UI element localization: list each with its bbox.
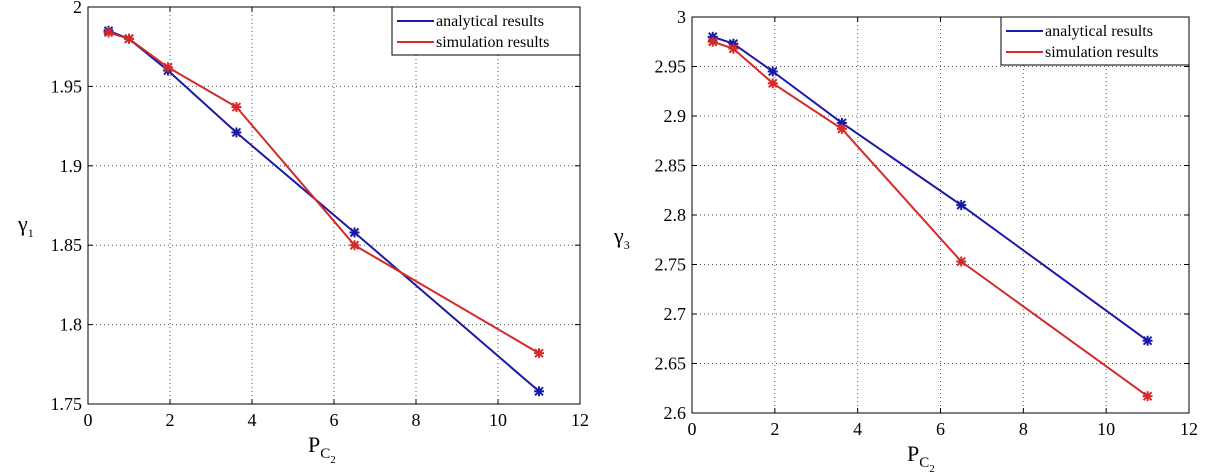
y-axis-label-symbol: γ [17,211,28,236]
y-tick-label: 2.7 [664,304,687,324]
data-point [349,227,360,238]
data-point [707,36,718,47]
x-axis-label-subscript: C [919,455,929,471]
data-point [728,43,739,54]
y-axis-label: γ1 [17,211,34,240]
y-tick-label: 3 [677,7,686,27]
x-tick-label: 2 [770,419,779,439]
y-tick-label: 2.75 [655,255,687,275]
series-line-2 [712,40,1149,398]
x-tick-label: 0 [688,419,697,439]
legend-label: simulation results [1045,44,1158,61]
y-tick-label: 2 [73,0,82,17]
legend-box [391,6,581,56]
data-point [1142,391,1153,402]
legend-label: simulation results [436,34,549,51]
data-point [349,240,360,251]
data-point [231,127,242,138]
chart-1: 0 2 4 6 8 10 121.751.81.851.91.952γ1PC2analyti… [17,0,589,466]
data-point [534,348,544,359]
x-tick-label: 10 [489,410,507,430]
data-point [162,62,173,73]
legend: analytical results simulation results [1000,16,1190,66]
y-tick-label: 2.8 [664,205,687,225]
data-point [836,123,847,134]
y-tick-label: 1.95 [51,76,83,96]
data-point [956,256,967,267]
y-axis-label-subscript: 3 [624,238,630,252]
x-axis-label: PC2 [308,432,336,466]
y-tick-label: 2.85 [655,156,687,176]
x-tick-label: 6 [330,410,339,430]
y-tick-label: 1.75 [51,394,83,414]
x-tick-label: 4 [853,419,862,439]
data-point [103,27,114,38]
y-tick-label: 1.9 [60,156,83,176]
data-point [767,78,778,89]
series-line-1 [712,35,1149,342]
y-tick-label: 2.65 [655,354,687,374]
x-tick-label: 8 [1019,419,1028,439]
x-tick-label: 6 [936,419,945,439]
x-tick-label: 12 [571,410,589,430]
x-tick-label: 0 [84,410,93,430]
x-axis-label-subscript: C [320,446,330,462]
x-tick-label: 12 [1180,419,1198,439]
chart-2: 0 2 4 6 8 10 122.62.652.72.752.82.852.92.953γ3… [613,7,1198,474]
data-point [124,33,134,44]
x-tick-label: 10 [1097,419,1115,439]
y-axis-label-subscript: 1 [28,226,34,240]
x-tick-label: 2 [166,410,175,430]
y-tick-label: 1.8 [60,315,83,335]
legend-box [1000,16,1190,66]
x-axis-label-symbol: P [308,432,320,457]
legend: analytical results simulation results [391,6,581,56]
data-point [534,386,544,397]
x-axis-label: PC2 [907,441,935,474]
x-tick-label: 8 [412,410,421,430]
y-tick-label: 2.6 [664,403,687,423]
y-tick-label: 1.85 [51,235,83,255]
data-point [767,66,778,77]
x-axis-label-subsubscript: 2 [929,463,935,474]
data-point [231,102,242,113]
legend-label: analytical results [436,13,544,30]
series-line-2 [108,31,540,355]
data-point [956,200,967,211]
x-tick-label: 4 [248,410,257,430]
x-axis-label-subsubscript: 2 [330,454,336,466]
x-axis-label-symbol: P [907,441,919,466]
y-tick-label: 2.95 [655,57,687,77]
legend-label: analytical results [1045,23,1153,40]
data-point [1142,335,1153,346]
y-axis-label-symbol: γ [613,223,624,248]
y-tick-label: 2.9 [664,106,687,126]
y-axis-label: γ3 [613,223,630,252]
